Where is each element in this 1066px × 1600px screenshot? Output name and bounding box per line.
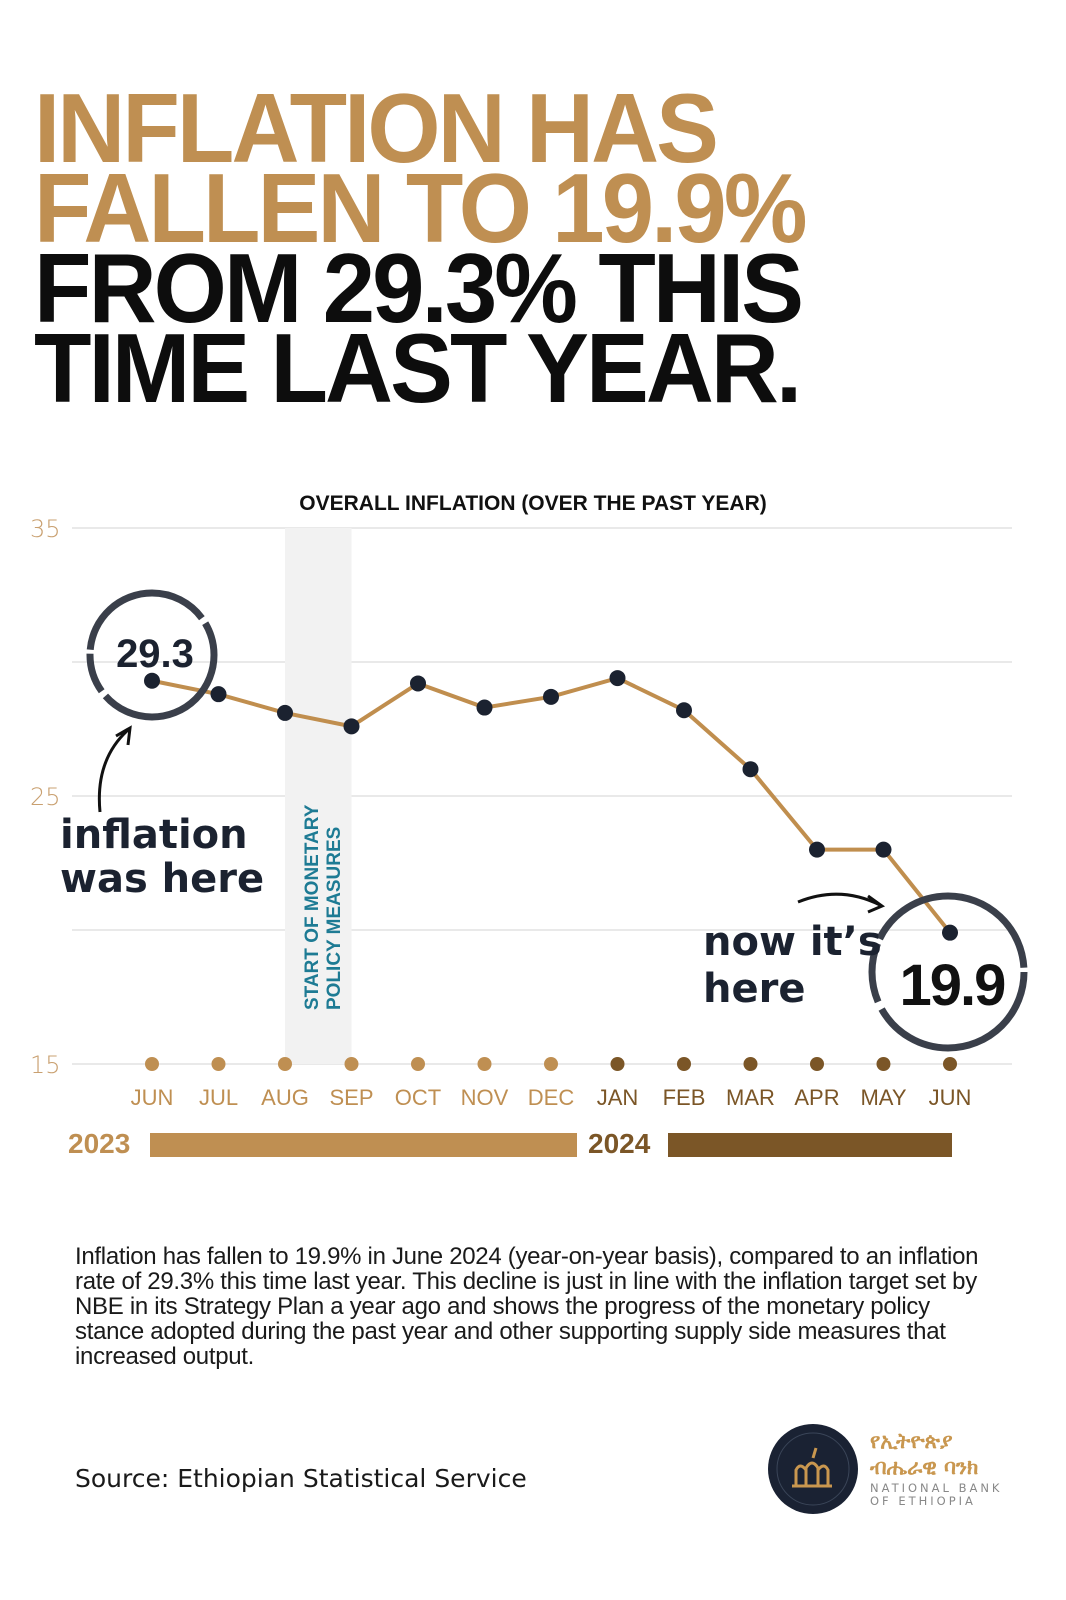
- data-point: [410, 675, 426, 692]
- data-point: [343, 718, 360, 735]
- x-tick-label: JUL: [199, 1085, 238, 1110]
- x-axis-marker: [677, 1057, 691, 1071]
- x-axis-marker: [743, 1057, 758, 1071]
- start-note-2: was here: [60, 856, 264, 902]
- y-tick-label: 25: [30, 783, 61, 811]
- year-label-2023: 2023: [68, 1128, 130, 1159]
- x-tick-label: SEP: [329, 1085, 373, 1110]
- chart-title: OVERALL INFLATION (OVER THE PAST YEAR): [299, 492, 766, 515]
- data-point: [609, 670, 626, 687]
- x-axis-marker: [943, 1057, 957, 1071]
- x-tick-label: AUG: [261, 1085, 309, 1110]
- year-label-2024: 2024: [588, 1128, 651, 1159]
- headline-line-3: FROM 29.3% THIS: [34, 233, 804, 343]
- data-point: [942, 924, 958, 941]
- end-note-1: now it’s: [703, 919, 882, 965]
- x-axis-marker: [145, 1057, 159, 1071]
- logo-amharic-2: ብሔራዊ ባንክ: [870, 1455, 979, 1479]
- logo-english: NATIONAL BANK OF ETHIOPIA: [870, 1482, 1002, 1508]
- data-point: [676, 702, 692, 719]
- end-circle: [868, 892, 1028, 1052]
- x-axis-marker: [211, 1057, 226, 1071]
- x-tick-label: FEB: [663, 1085, 706, 1110]
- year-bar-2024: [668, 1133, 952, 1157]
- x-axis-marker: [411, 1057, 425, 1071]
- x-tick-label: MAR: [726, 1085, 775, 1110]
- x-axis-marker: [344, 1057, 359, 1071]
- logo-amharic: የኢትዮጵያ ብሔራዊ ባንክ: [870, 1428, 978, 1480]
- x-axis-marker: [278, 1057, 292, 1071]
- data-point: [476, 699, 493, 716]
- start-note-1: inflation: [60, 812, 248, 858]
- x-tick-label: OCT: [395, 1085, 441, 1110]
- headline-line-1: INFLATION HAS: [34, 73, 719, 183]
- x-axis-marker: [477, 1057, 492, 1071]
- year-bar-2023: [150, 1133, 577, 1157]
- start-circle: [86, 589, 218, 721]
- x-tick-label: JUN: [929, 1085, 972, 1110]
- x-tick-label: NOV: [461, 1085, 509, 1110]
- end-note-2: here: [703, 966, 805, 1012]
- x-axis-marker: [810, 1057, 824, 1071]
- inflation-chart: OVERALL INFLATION (OVER THE PAST YEAR) 3…: [30, 492, 1028, 1159]
- data-point: [144, 672, 160, 689]
- start-arrow-icon: [97, 725, 132, 813]
- start-value: 29.3: [116, 632, 194, 676]
- headline: INFLATION HAS FALLEN TO 19.9% FROM 29.3%…: [34, 73, 808, 423]
- y-tick-label: 35: [30, 515, 61, 543]
- x-tick-label: MAY: [860, 1085, 906, 1110]
- x-tick-label: DEC: [528, 1085, 575, 1110]
- band-label-line-1: START OF MONETARY: [302, 804, 323, 1010]
- band-label-line-2: POLICY MEASURES: [324, 827, 345, 1010]
- y-tick-label: 15: [30, 1051, 61, 1079]
- x-axis-marker: [610, 1057, 625, 1071]
- logo-english-2: OF ETHIOPIA: [870, 1494, 976, 1508]
- x-axis-marker: [544, 1057, 558, 1071]
- logo-english-1: NATIONAL BANK: [870, 1481, 1003, 1495]
- nbe-seal-icon: [768, 1424, 858, 1514]
- headline-line-4: TIME LAST YEAR.: [34, 313, 802, 423]
- data-point: [875, 841, 892, 858]
- data-point: [809, 841, 825, 858]
- logo-amharic-1: የኢትዮጵያ: [870, 1429, 953, 1453]
- headline-line-2: FALLEN TO 19.9%: [34, 153, 808, 263]
- x-tick-label: APR: [794, 1085, 839, 1110]
- x-tick-label: JAN: [597, 1085, 639, 1110]
- end-arrow-icon: [797, 892, 886, 914]
- x-axis-marker: [876, 1057, 891, 1071]
- data-point: [543, 688, 559, 705]
- data-point: [742, 761, 759, 778]
- x-tick-label: JUN: [131, 1085, 174, 1110]
- band-label: START OF MONETARY POLICY MEASURES: [302, 804, 345, 1010]
- description-paragraph: Inflation has fallen to 19.9% in June 20…: [75, 1243, 979, 1370]
- source-note: Source: Ethiopian Statistical Service: [75, 1464, 527, 1493]
- policy-band: [285, 528, 352, 1064]
- end-value: 19.9: [900, 953, 1006, 1018]
- data-point: [277, 704, 293, 721]
- nbe-logo: የኢትዮጵያ ብሔራዊ ባንክ NATIONAL BANK OF ETHIOPI…: [768, 1424, 1028, 1520]
- data-point: [210, 686, 227, 703]
